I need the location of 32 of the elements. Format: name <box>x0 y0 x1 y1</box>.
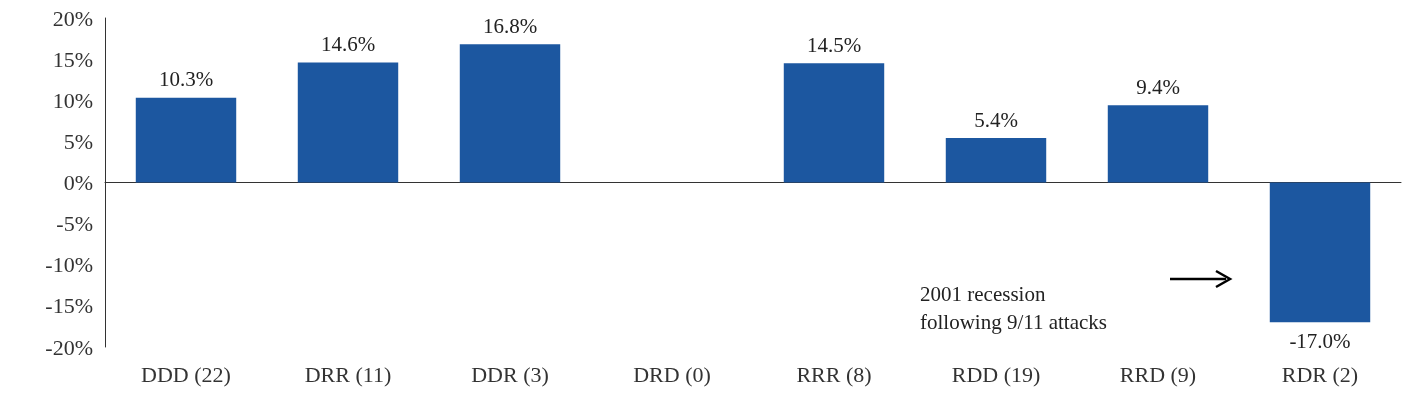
data-label: 14.5% <box>806 32 862 57</box>
x-tick-label: DRR (11) <box>304 361 392 387</box>
bar <box>1107 105 1209 183</box>
x-tick-label: DDD (22) <box>141 361 231 387</box>
y-tick-label: 0% <box>63 170 93 195</box>
x-tick-label: DDR (3) <box>471 361 549 387</box>
data-label: -17.0% <box>1289 328 1351 353</box>
bar <box>135 97 237 183</box>
data-label: 5.4% <box>974 107 1018 132</box>
data-label: 16.8% <box>482 13 538 38</box>
x-tick-label: DRD (0) <box>633 361 711 387</box>
y-tick-label: -20% <box>45 334 93 360</box>
y-tick-label: 15% <box>52 46 93 72</box>
bar <box>783 63 885 183</box>
y-tick-label: 20% <box>52 5 93 31</box>
bar <box>945 138 1047 183</box>
bar <box>1269 182 1371 323</box>
y-tick-label: -15% <box>45 293 93 319</box>
data-label: 9.4% <box>1136 74 1180 99</box>
bar <box>297 62 399 183</box>
data-label: 10.3% <box>158 67 214 92</box>
bar <box>459 44 561 183</box>
data-label: 14.6% <box>320 31 376 56</box>
x-tick-label: RRD (9) <box>1119 361 1197 387</box>
x-tick-label: RDD (19) <box>951 361 1041 387</box>
y-tick-label: -5% <box>56 211 93 237</box>
y-tick-label: -10% <box>45 252 93 278</box>
x-tick-label: RDR (2) <box>1281 361 1359 387</box>
y-tick-label: 5% <box>63 128 93 154</box>
y-tick-label: 10% <box>52 87 93 113</box>
x-tick-label: RRR (8) <box>796 361 872 387</box>
annotation: 2001 recession following 9/11 attacks <box>920 282 1108 334</box>
